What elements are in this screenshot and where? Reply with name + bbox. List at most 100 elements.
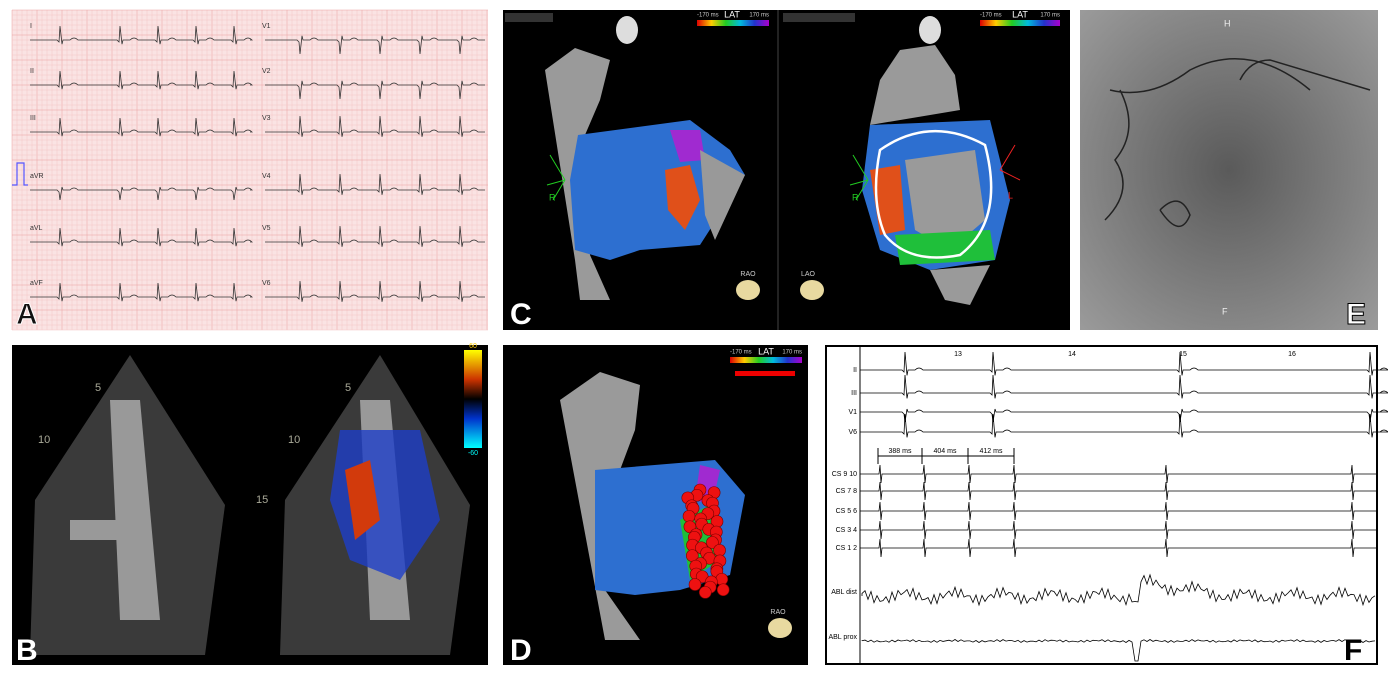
lesion bbox=[706, 536, 719, 549]
egm-trace bbox=[860, 351, 1388, 376]
orientation-axis bbox=[546, 154, 566, 201]
echo-tissue bbox=[70, 400, 160, 620]
interval-label: 412 ms bbox=[980, 448, 1003, 455]
lead-label: V2 bbox=[262, 68, 271, 75]
egm-trace bbox=[860, 481, 1376, 501]
lesion bbox=[713, 544, 726, 557]
panel-label: B bbox=[16, 634, 38, 667]
panel-label: A bbox=[16, 298, 38, 331]
scale-min: -60 bbox=[468, 450, 478, 457]
ablation-lesions bbox=[681, 483, 730, 599]
heart-icon bbox=[768, 618, 792, 638]
anatomy-shell bbox=[905, 150, 985, 250]
lead-label: CS 1 2 bbox=[836, 545, 858, 552]
depth-labels: 5 10 5 10 15 bbox=[38, 382, 351, 506]
view-tag bbox=[783, 13, 855, 22]
orientation-marker: F bbox=[1222, 306, 1228, 316]
lead-label: CS 9 10 bbox=[832, 471, 857, 478]
scale-max: 60 bbox=[469, 343, 477, 350]
lesion bbox=[716, 583, 730, 597]
panel-label: F bbox=[1344, 634, 1362, 667]
scale-min: -170 ms bbox=[980, 13, 1002, 19]
ecg-trace bbox=[265, 173, 485, 195]
lead-label: aVL bbox=[30, 225, 43, 232]
activation-mid bbox=[895, 230, 995, 265]
anatomy-shell bbox=[700, 150, 745, 240]
orientation-axis bbox=[849, 154, 869, 201]
ecg-trace bbox=[30, 25, 253, 45]
scale-min: -170 ms bbox=[697, 13, 719, 19]
view-label: RAO bbox=[770, 609, 786, 616]
lat-scale bbox=[980, 20, 1060, 26]
time-bar bbox=[735, 371, 795, 376]
heart-icon bbox=[800, 280, 824, 300]
interval-label: 404 ms bbox=[934, 448, 957, 455]
activation-late bbox=[670, 130, 705, 162]
activation-early bbox=[665, 165, 700, 230]
ecg-trace bbox=[30, 282, 253, 302]
fluoroscopy-image bbox=[1080, 10, 1378, 330]
lead-label: aVF bbox=[30, 280, 43, 287]
anatomy-shell bbox=[930, 265, 990, 305]
scale-max: 170 ms bbox=[1040, 13, 1060, 19]
axis-marker: R bbox=[549, 192, 556, 202]
reentry-arrow bbox=[874, 129, 993, 259]
lead-label: V4 bbox=[262, 173, 271, 180]
egm-trace bbox=[860, 464, 1376, 484]
lat-scale bbox=[730, 357, 802, 363]
egm-trace bbox=[861, 639, 1376, 662]
view-tag bbox=[505, 13, 553, 22]
egm-trace bbox=[860, 374, 1388, 399]
axis-marker: L bbox=[1008, 190, 1013, 200]
lead-label: ABL prox bbox=[828, 634, 857, 641]
orientation-marker: H bbox=[1224, 18, 1231, 28]
head-icon bbox=[616, 16, 638, 44]
head-icon bbox=[919, 16, 941, 44]
calibration-pulse bbox=[12, 162, 28, 186]
time-mark: 14 bbox=[1068, 351, 1076, 358]
heart-icon bbox=[736, 280, 760, 300]
depth-label: 10 bbox=[288, 434, 300, 446]
ecg-trace bbox=[265, 280, 485, 302]
lead-label: II bbox=[30, 68, 34, 75]
scale-title: LAT bbox=[758, 346, 774, 356]
ecg-trace bbox=[265, 80, 485, 100]
lesion bbox=[715, 572, 729, 586]
lesion bbox=[682, 509, 696, 523]
lead-label: V1 bbox=[262, 23, 271, 30]
panel-label: C bbox=[510, 298, 532, 331]
lead-label: V6 bbox=[262, 280, 271, 287]
lead-label: I bbox=[30, 23, 32, 30]
ecg-trace bbox=[265, 225, 485, 247]
lead-label: II bbox=[853, 367, 857, 374]
lead-label: CS 5 6 bbox=[836, 508, 858, 515]
egm-trace bbox=[860, 501, 1376, 521]
axis-marker: R bbox=[852, 192, 859, 202]
lead-label: V5 bbox=[262, 225, 271, 232]
scale-min: -170 ms bbox=[730, 350, 752, 356]
depth-label: 5 bbox=[345, 382, 351, 394]
lead-label: V1 bbox=[848, 409, 857, 416]
egm-trace bbox=[860, 413, 1388, 438]
egm-trace bbox=[860, 538, 1376, 558]
lead-wires bbox=[1104, 58, 1371, 227]
depth-label: 10 bbox=[38, 434, 50, 446]
time-mark: 13 bbox=[954, 351, 962, 358]
ecg-trace bbox=[265, 35, 485, 55]
anatomy-shell bbox=[870, 45, 960, 125]
scale-title: LAT bbox=[724, 9, 740, 19]
lead-label: CS 7 8 bbox=[836, 488, 858, 495]
depth-label: 5 bbox=[95, 382, 101, 394]
ecg-trace bbox=[30, 186, 253, 201]
egm-trace bbox=[860, 408, 1388, 423]
view-label: LAO bbox=[801, 271, 816, 278]
ecg-trace bbox=[30, 117, 253, 137]
egm-trace bbox=[861, 573, 1376, 607]
lead-label: V3 bbox=[262, 115, 271, 122]
time-mark: 15 bbox=[1179, 351, 1187, 358]
lead-label: ABL dist bbox=[831, 589, 857, 596]
scale-title: LAT bbox=[1012, 9, 1028, 19]
time-mark: 16 bbox=[1288, 351, 1296, 358]
lesion bbox=[688, 578, 702, 591]
